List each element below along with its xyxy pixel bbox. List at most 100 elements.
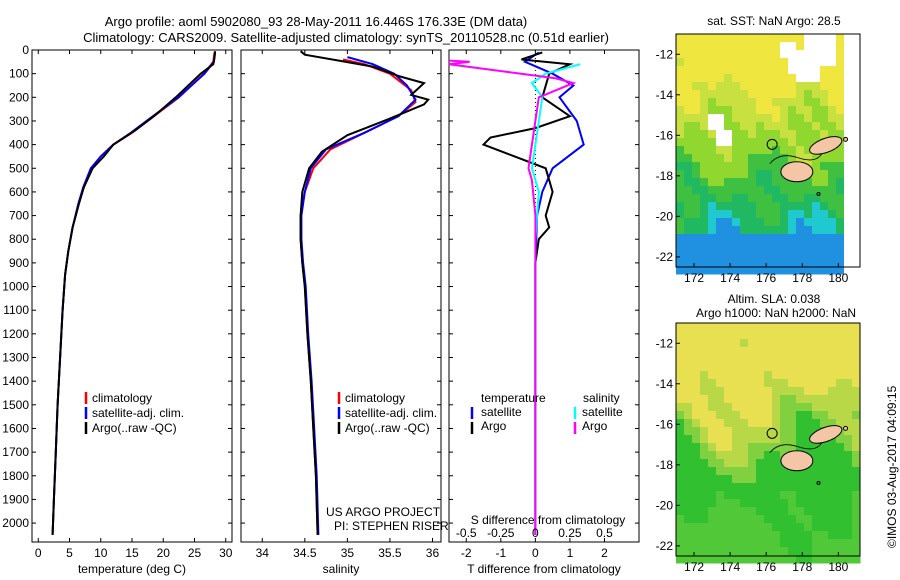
map-cell	[804, 355, 813, 364]
map-cell	[692, 347, 701, 356]
map-cell	[724, 194, 733, 203]
map-cell	[716, 483, 725, 492]
map-cell	[756, 403, 765, 412]
map-cell	[764, 234, 773, 243]
map-cell	[796, 194, 805, 203]
map-cell	[852, 539, 861, 548]
map-cell	[708, 379, 717, 388]
map-cell	[844, 98, 853, 107]
map-cell	[772, 266, 781, 275]
map-cell	[852, 226, 861, 235]
map-cell	[796, 507, 805, 516]
map-cell	[700, 122, 709, 131]
map-cell	[844, 82, 853, 91]
map-cell	[788, 331, 797, 340]
map-cell	[700, 507, 709, 516]
map-cell	[772, 555, 781, 564]
map-cell	[812, 234, 821, 243]
map-cell	[772, 122, 781, 131]
map-cell	[764, 210, 773, 219]
legend-satellite-label: satellite-adj. clim.	[92, 406, 184, 420]
map-cell	[732, 331, 741, 340]
map-cell	[852, 427, 861, 436]
map-cell	[764, 371, 773, 380]
top-tick-label: 0.25	[558, 526, 582, 540]
map-cell	[708, 90, 717, 99]
map-cell	[724, 427, 733, 436]
map-cell	[844, 42, 853, 51]
map-cell	[836, 387, 845, 396]
map-cell	[812, 210, 821, 219]
map-cell	[684, 154, 693, 163]
island-small	[816, 481, 821, 486]
map-cell	[852, 371, 861, 380]
map-cell	[780, 547, 789, 556]
map-cell	[716, 258, 725, 267]
map-cell	[684, 363, 693, 372]
map-cell	[724, 154, 733, 163]
map-cell	[780, 98, 789, 107]
map-cell	[708, 507, 717, 516]
map-cell	[820, 363, 829, 372]
map-cell	[676, 483, 685, 492]
map-cell	[820, 523, 829, 532]
map-cell	[844, 355, 853, 364]
map-cell	[820, 66, 829, 75]
map-cell	[724, 499, 733, 508]
map-cell	[812, 395, 821, 404]
map-cell	[836, 531, 845, 540]
map-cell	[748, 427, 757, 436]
map-cell	[740, 106, 749, 115]
map-cell	[700, 523, 709, 532]
map-cell	[732, 475, 741, 484]
map-cell	[676, 74, 685, 83]
y-tick-label: -16	[656, 128, 674, 142]
map-cell	[788, 250, 797, 259]
map-cell	[700, 178, 709, 187]
map-cell	[700, 34, 709, 43]
map-cell	[772, 258, 781, 267]
map-cell	[836, 483, 845, 492]
map-cell	[748, 242, 757, 251]
map-cell	[836, 106, 845, 115]
map-cell	[780, 395, 789, 404]
map-cell	[732, 162, 741, 171]
map-cell	[812, 379, 821, 388]
legend-s-argo-label: Argo	[582, 419, 608, 433]
map-cell	[692, 138, 701, 147]
map-cell	[836, 130, 845, 139]
map-cell	[852, 74, 861, 83]
sst-map-title: sat. SST: NaN Argo: 28.5	[707, 14, 841, 28]
map-cell	[740, 162, 749, 171]
legend-climatology-label: climatology	[345, 391, 405, 405]
map-cell	[740, 499, 749, 508]
map-cell	[804, 130, 813, 139]
map-cell	[796, 371, 805, 380]
map-cell	[740, 34, 749, 43]
y-tick-label: -14	[656, 88, 674, 102]
map-cell	[788, 355, 797, 364]
map-cell	[844, 50, 853, 59]
map-cell	[724, 74, 733, 83]
map-cell	[772, 90, 781, 99]
project-credit: US ARGO PROJECT	[326, 505, 441, 519]
map-cell	[844, 395, 853, 404]
map-cell	[692, 499, 701, 508]
map-cell	[708, 403, 717, 412]
map-cell	[764, 50, 773, 59]
map-cell	[780, 234, 789, 243]
map-cell	[748, 34, 757, 43]
map-cell	[780, 194, 789, 203]
map-cell	[764, 331, 773, 340]
map-cell	[732, 82, 741, 91]
map-cell	[716, 186, 725, 195]
map-cell	[812, 226, 821, 235]
map-cell	[676, 499, 685, 508]
map-cell	[788, 138, 797, 147]
map-cell	[700, 202, 709, 211]
map-cell	[740, 555, 749, 564]
map-cell	[724, 547, 733, 556]
map-cell	[740, 42, 749, 51]
map-cell	[828, 387, 837, 396]
map-cell	[756, 539, 765, 548]
